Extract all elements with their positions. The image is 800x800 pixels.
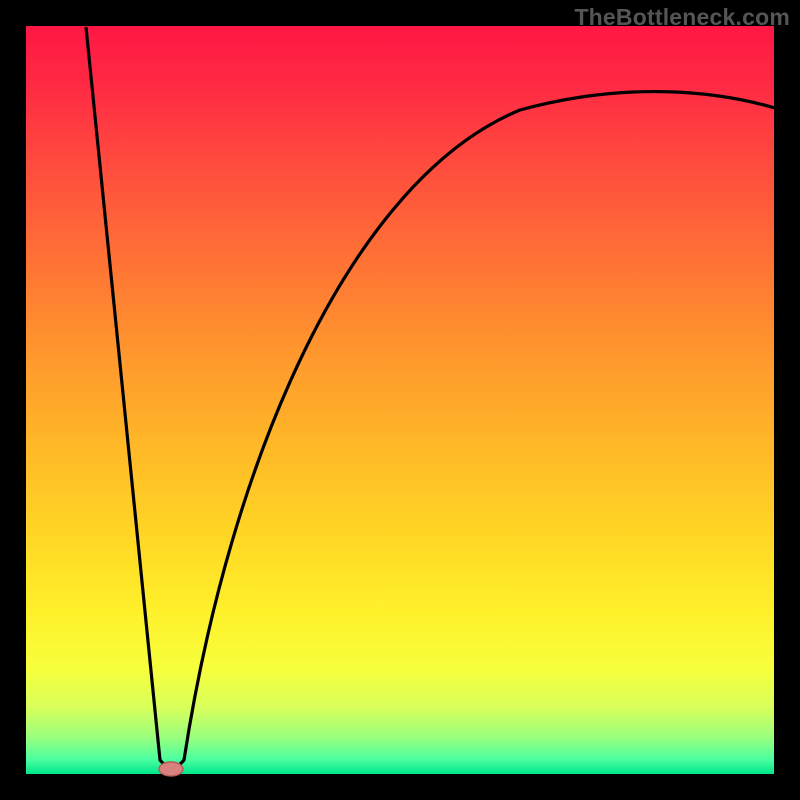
bottleneck-chart <box>0 0 800 800</box>
minimum-marker <box>159 762 183 776</box>
chart-container: TheBottleneck.com <box>0 0 800 800</box>
watermark-text: TheBottleneck.com <box>574 4 790 31</box>
plot-background <box>26 26 774 774</box>
